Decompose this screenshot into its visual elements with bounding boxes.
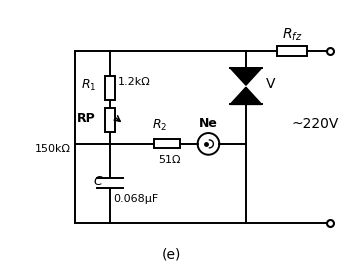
Text: 51Ω: 51Ω	[158, 155, 180, 165]
Text: RP: RP	[77, 112, 96, 125]
Text: $R_1$: $R_1$	[81, 78, 96, 93]
Bar	[105, 108, 115, 132]
Text: V: V	[266, 77, 275, 91]
Bar	[277, 46, 307, 56]
Text: $C$: $C$	[93, 175, 104, 188]
Text: ~220V: ~220V	[291, 117, 339, 131]
Text: Ne: Ne	[199, 117, 218, 130]
Text: 0.068μF: 0.068μF	[113, 194, 158, 204]
Polygon shape	[230, 87, 262, 104]
Text: (e): (e)	[161, 247, 181, 261]
Text: $R_2$: $R_2$	[151, 118, 167, 133]
Polygon shape	[230, 68, 262, 85]
Bar	[105, 76, 115, 100]
Text: 150kΩ: 150kΩ	[34, 144, 70, 154]
Text: $R_{fz}$: $R_{fz}$	[282, 27, 303, 43]
Bar	[154, 140, 180, 148]
Text: 1.2kΩ: 1.2kΩ	[118, 77, 150, 87]
